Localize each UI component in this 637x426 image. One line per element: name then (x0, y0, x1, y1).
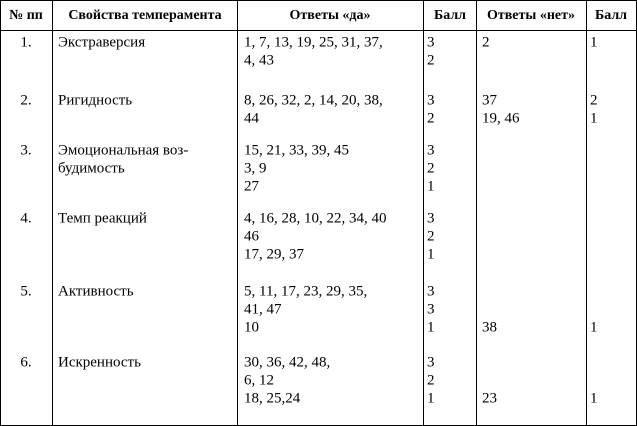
score-yes: 1 (427, 319, 435, 335)
yes: 17, 29, 37 (244, 246, 305, 262)
score-yes: 3 (427, 142, 435, 158)
row-number: 1. (20, 34, 31, 50)
yes: 4, 43 (244, 52, 274, 68)
column-header: Свойства темперамента (68, 8, 221, 23)
row-number: 5. (20, 283, 31, 299)
yes: 30, 36, 42, 48, (244, 354, 330, 370)
yes: 15, 21, 33, 39, 45 (244, 142, 349, 158)
property: Эмоциональная воз- (58, 142, 188, 158)
score-yes: 3 (427, 210, 435, 226)
yes: 8, 26, 32, 2, 14, 20, 38, (244, 92, 383, 108)
property: Активность (58, 283, 134, 299)
score-yes: 2 (427, 160, 435, 176)
yes: 4, 16, 28, 10, 22, 34, 40 (244, 210, 387, 226)
no: 37 (482, 92, 498, 108)
column-header: Балл (595, 8, 627, 23)
yes: 18, 25,24 (244, 390, 301, 406)
yes: 1, 7, 13, 19, 25, 31, 37, (244, 34, 383, 50)
property: Темп реакций (58, 210, 147, 226)
row-number: 2. (20, 92, 31, 108)
score-yes: 2 (427, 372, 435, 388)
no: 19, 46 (482, 110, 520, 126)
property: Экстраверсия (58, 34, 145, 50)
no: 23 (482, 390, 497, 406)
row-number: 6. (20, 354, 31, 370)
score-yes: 3 (427, 301, 435, 317)
column-header: Ответы «нет» (487, 8, 575, 23)
row-number: 3. (20, 142, 31, 158)
column-header: Балл (434, 8, 466, 23)
score-no: 2 (590, 92, 598, 108)
column-header: Ответы «да» (290, 8, 371, 23)
score-no: 1 (590, 34, 598, 50)
score-yes: 3 (427, 92, 435, 108)
score-no: 1 (590, 390, 598, 406)
score-yes: 2 (427, 52, 435, 68)
no: 38 (482, 319, 497, 335)
yes: 3, 9 (244, 160, 267, 176)
column-header: № пп (9, 8, 43, 23)
score-yes: 2 (427, 228, 435, 244)
property: будимость (58, 160, 125, 176)
row-number: 4. (20, 210, 31, 226)
score-no: 1 (590, 110, 598, 126)
no: 2 (482, 34, 490, 50)
yes: 44 (244, 110, 260, 126)
score-no: 1 (590, 319, 598, 335)
yes: 5, 11, 17, 23, 29, 35, (244, 283, 367, 299)
yes: 46 (244, 228, 260, 244)
score-yes: 2 (427, 110, 435, 126)
score-yes: 3 (427, 283, 435, 299)
yes: 41, 47 (244, 301, 282, 317)
score-yes: 1 (427, 246, 435, 262)
yes: 27 (244, 178, 260, 194)
yes: 10 (244, 319, 259, 335)
property: Ригидность (58, 92, 132, 108)
score-yes: 3 (427, 354, 435, 370)
score-yes: 1 (427, 178, 435, 194)
score-yes: 1 (427, 390, 435, 406)
yes: 6, 12 (244, 372, 274, 388)
property: Искренность (58, 354, 141, 370)
score-yes: 3 (427, 34, 435, 50)
